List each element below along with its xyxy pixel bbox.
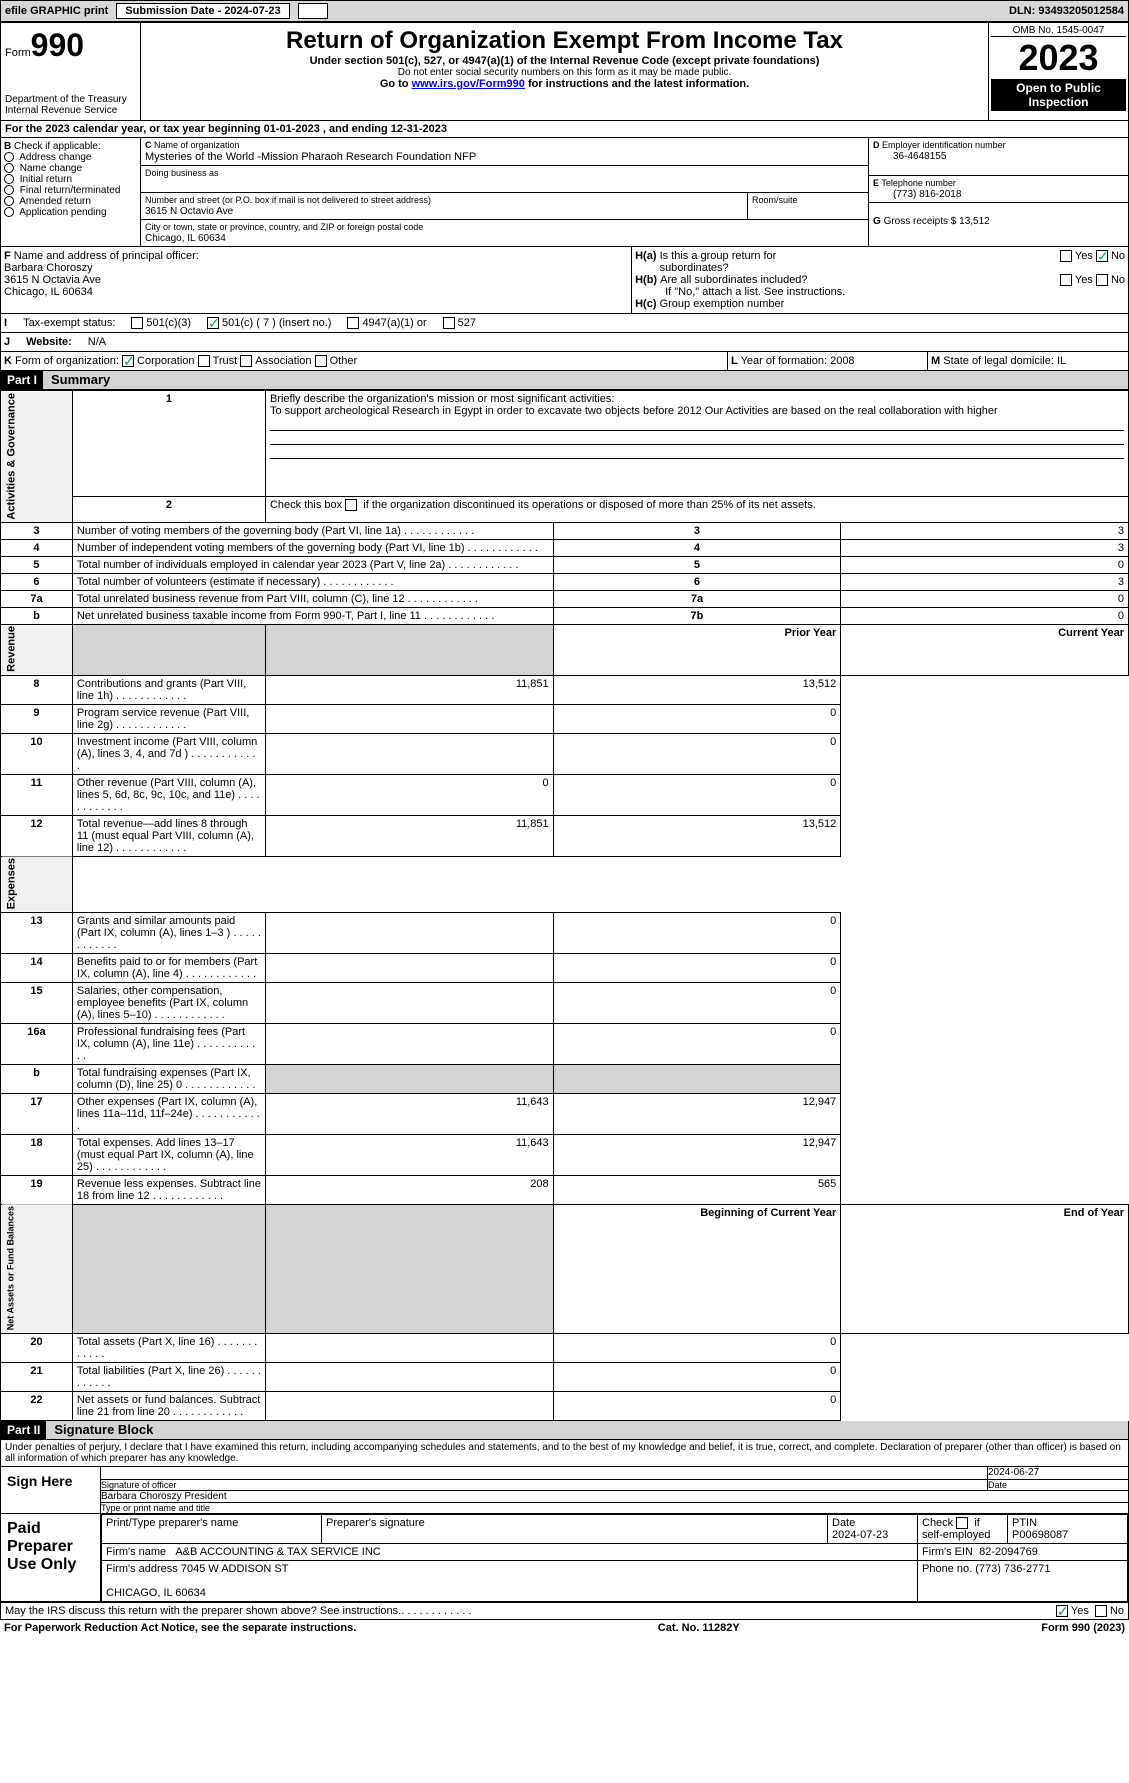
- 501c-checkbox[interactable]: [207, 317, 219, 329]
- city-state-zip: Chicago, IL 60634: [145, 233, 226, 244]
- org-name: Mysteries of the World -Mission Pharaoh …: [145, 151, 476, 163]
- row-j: JWebsite:N/A: [0, 333, 1129, 352]
- corp-checkbox[interactable]: [122, 355, 134, 367]
- form-word: Form: [5, 47, 31, 59]
- blank-button[interactable]: [298, 3, 328, 19]
- row-fh: F Name and address of principal officer:…: [0, 247, 1129, 314]
- hb-no-checkbox[interactable]: [1096, 274, 1108, 286]
- officer-addr1: 3615 N Octavia Ave: [4, 274, 101, 286]
- 4947-checkbox[interactable]: [347, 317, 359, 329]
- officer-name-title: Barbara Choroszy President: [101, 1491, 1128, 1503]
- form-header: Form990 Department of the Treasury Inter…: [0, 22, 1129, 121]
- col-c: C Name of organizationMysteries of the W…: [141, 138, 868, 246]
- discontinued-checkbox[interactable]: [345, 499, 357, 511]
- b-opt-checkbox[interactable]: [4, 207, 14, 217]
- dept-treasury: Department of the Treasury: [5, 94, 136, 105]
- b-opt-checkbox[interactable]: [4, 196, 14, 206]
- p1-val: 0: [841, 590, 1129, 607]
- side-netassets: Net Assets or Fund Balances: [1, 1204, 73, 1333]
- open-public: Open to PublicInspection: [991, 79, 1126, 111]
- state-domicile: IL: [1057, 355, 1066, 367]
- irs-link[interactable]: www.irs.gov/Form990: [412, 78, 525, 90]
- telephone: (773) 816-2018: [873, 189, 961, 200]
- firm-addr: 7045 W ADDISON ST: [181, 1563, 289, 1575]
- col-deg: D Employer identification number36-46481…: [868, 138, 1128, 246]
- street-address: 3615 N Octavio Ave: [145, 206, 233, 217]
- form-subtitle: Under section 501(c), 527, or 4947(a)(1)…: [145, 55, 984, 67]
- footer: For Paperwork Reduction Act Notice, see …: [0, 1620, 1129, 1636]
- col-b: B Check if applicable: Address change Na…: [1, 138, 141, 246]
- officer-name: Barbara Choroszy: [4, 262, 93, 274]
- b-opt-checkbox[interactable]: [4, 174, 14, 184]
- may-discuss-row: May the IRS discuss this return with the…: [0, 1603, 1129, 1620]
- 501c3-checkbox[interactable]: [131, 317, 143, 329]
- sig-date: 2024-06-27: [988, 1467, 1128, 1479]
- firm-phone: (773) 736-2771: [975, 1563, 1050, 1575]
- line-a: For the 2023 calendar year, or tax year …: [0, 121, 1129, 138]
- form-title: Return of Organization Exempt From Incom…: [145, 27, 984, 55]
- hb-yes-checkbox[interactable]: [1060, 274, 1072, 286]
- omb-number: OMB No. 1545-0047: [991, 25, 1126, 37]
- side-expenses: Expenses: [1, 856, 73, 912]
- p1-val: 3: [841, 573, 1129, 590]
- trust-checkbox[interactable]: [198, 355, 210, 367]
- submission-date-button[interactable]: Submission Date - 2024-07-23: [116, 3, 289, 19]
- row-klm: K Form of organization: Corporation Trus…: [0, 352, 1129, 371]
- dln-label: DLN: 93493205012584: [1009, 5, 1124, 17]
- ptin: P00698087: [1012, 1529, 1068, 1541]
- b-opt-checkbox[interactable]: [4, 163, 14, 173]
- other-checkbox[interactable]: [315, 355, 327, 367]
- goto-note: Go to www.irs.gov/Form990 for instructio…: [145, 78, 984, 90]
- officer-addr2: Chicago, IL 60634: [4, 286, 93, 298]
- discuss-yes-checkbox[interactable]: [1056, 1605, 1068, 1617]
- firm-ein: 82-2094769: [979, 1546, 1038, 1558]
- b-opt-checkbox[interactable]: [4, 152, 14, 162]
- declaration: Under penalties of perjury, I declare th…: [0, 1440, 1129, 1467]
- year-formation: 2008: [830, 355, 854, 367]
- irs-label: Internal Revenue Service: [5, 105, 136, 116]
- ssn-note: Do not enter social security numbers on …: [145, 67, 984, 78]
- firm-name: A&B ACCOUNTING & TAX SERVICE INC: [175, 1546, 380, 1558]
- part1-table: Activities & Governance 1 Briefly descri…: [0, 390, 1129, 1421]
- p1-val: 3: [841, 539, 1129, 556]
- website: N/A: [88, 336, 106, 348]
- assoc-checkbox[interactable]: [240, 355, 252, 367]
- top-bar: efile GRAPHIC print Submission Date - 20…: [0, 0, 1129, 22]
- ha-yes-checkbox[interactable]: [1060, 250, 1072, 262]
- signature-block: Sign Here 2024-06-27 Signature of office…: [0, 1467, 1129, 1603]
- self-employed-checkbox[interactable]: [956, 1517, 968, 1529]
- section-bcdefg: B Check if applicable: Address change Na…: [0, 138, 1129, 247]
- b-opt-checkbox[interactable]: [4, 185, 14, 195]
- side-revenue: Revenue: [1, 624, 73, 675]
- ein: 36-4648155: [873, 151, 946, 162]
- gross-receipts: 13,512: [959, 216, 990, 227]
- row-i: ITax-exempt status: 501(c)(3) 501(c) ( 7…: [0, 314, 1129, 333]
- part2-header: Part IISignature Block: [0, 1421, 1129, 1440]
- mission-text: To support archeological Research in Egy…: [270, 405, 998, 417]
- side-activities: Activities & Governance: [1, 391, 73, 523]
- tax-year: 2023: [991, 37, 1126, 79]
- p1-val: 3: [841, 522, 1129, 539]
- p1-val: 0: [841, 556, 1129, 573]
- part1-header: Part ISummary: [0, 371, 1129, 390]
- discuss-no-checkbox[interactable]: [1095, 1605, 1107, 1617]
- ha-no-checkbox[interactable]: [1096, 250, 1108, 262]
- 527-checkbox[interactable]: [443, 317, 455, 329]
- efile-label: efile GRAPHIC print: [5, 5, 108, 17]
- p1-val: 0: [841, 607, 1129, 624]
- form-number: 990: [31, 27, 84, 63]
